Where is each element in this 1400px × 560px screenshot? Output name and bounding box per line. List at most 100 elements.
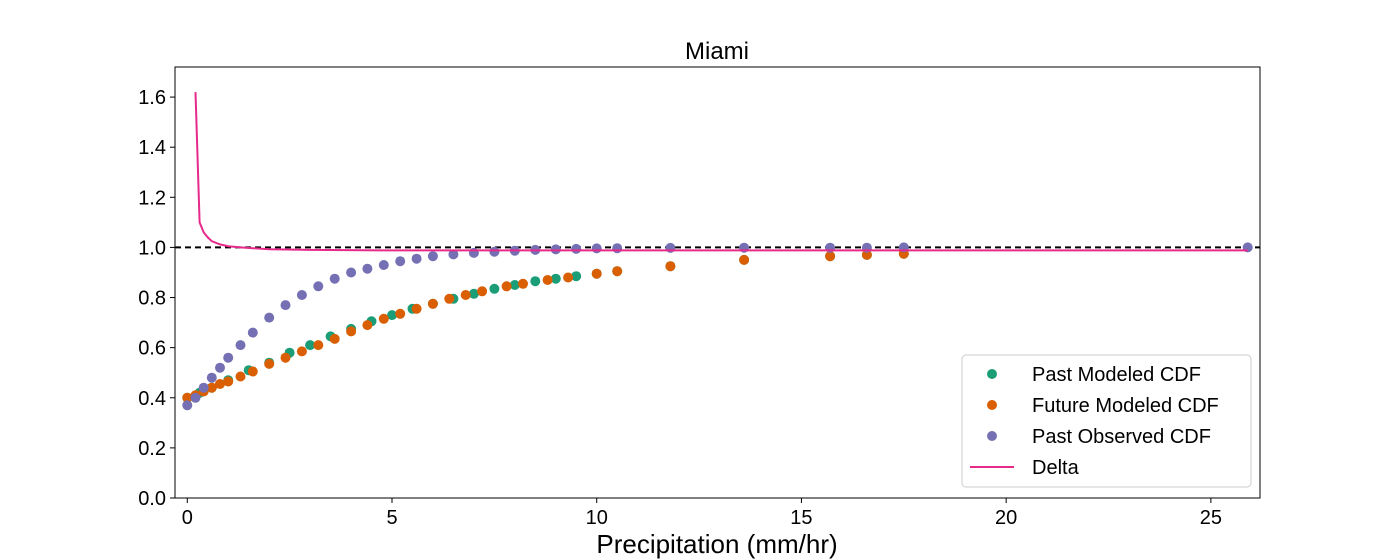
- y-tick-label: 1.6: [138, 87, 166, 109]
- legend-entry-future-modeled-cdf: Future Modeled CDF: [987, 395, 1219, 417]
- point-future-modeled-cdf: [223, 376, 234, 387]
- point-past-observed-cdf: [346, 267, 357, 278]
- point-past-observed-cdf: [215, 362, 225, 373]
- y-tick-label: 0.0: [138, 488, 166, 510]
- y-tick-label: 1.4: [138, 137, 166, 159]
- point-past-observed-cdf: [223, 352, 234, 363]
- point-past-modeled-cdf: [468, 288, 479, 299]
- point-future-modeled-cdf: [477, 286, 488, 297]
- plot-frame: [174, 66, 1261, 499]
- x-tick-label: 10: [586, 507, 608, 529]
- chart-title: Miami: [685, 38, 749, 65]
- point-past-modeled-cdf: [509, 280, 520, 290]
- point-past-observed-cdf: [591, 243, 602, 254]
- point-future-modeled-cdf: [460, 290, 471, 300]
- point-future-modeled-cdf: [313, 340, 324, 351]
- point-future-modeled-cdf: [501, 281, 512, 292]
- point-past-observed-cdf: [362, 263, 373, 274]
- point-past-observed-cdf: [206, 372, 217, 383]
- point-future-modeled-cdf: [235, 371, 246, 382]
- point-past-observed-cdf: [329, 273, 340, 284]
- legend-label: Past Modeled CDF: [1032, 364, 1201, 386]
- delta-line: [194, 92, 1248, 252]
- point-future-modeled-cdf: [542, 275, 553, 285]
- y-tick-label: 0.6: [138, 338, 166, 360]
- x-tick-label: 25: [1200, 507, 1222, 529]
- point-past-observed-cdf: [489, 246, 500, 257]
- y-tick-label: 1.2: [138, 187, 166, 209]
- series-future-modeled-cdf: [182, 248, 909, 403]
- legend-label: Delta: [1032, 457, 1080, 479]
- point-past-observed-cdf: [264, 312, 275, 323]
- x-axis-label: Precipitation (mm/hr): [596, 529, 837, 559]
- point-past-modeled-cdf: [530, 276, 541, 287]
- legend-label: Future Modeled CDF: [1032, 395, 1219, 417]
- point-past-modeled-cdf: [550, 273, 561, 284]
- y-tick-label: 0.8: [138, 288, 166, 310]
- legend: Past Modeled CDF Future Modeled CDF Past O…: [961, 354, 1252, 488]
- point-past-modeled-cdf: [571, 271, 582, 282]
- legend-entries: Past Modeled CDF Future Modeled CDF Past O…: [970, 364, 1219, 479]
- point-future-modeled-cdf: [264, 358, 275, 369]
- point-future-modeled-cdf: [346, 326, 357, 337]
- x-tick-label: 20: [995, 507, 1017, 529]
- point-future-modeled-cdf: [362, 320, 373, 331]
- point-past-observed-cdf: [182, 400, 193, 411]
- point-past-observed-cdf: [247, 327, 258, 338]
- point-future-modeled-cdf: [395, 308, 406, 319]
- point-future-modeled-cdf: [861, 249, 872, 260]
- x-tick-label: 5: [386, 507, 397, 529]
- point-past-modeled-cdf: [387, 310, 397, 321]
- legend-entry-delta: Delta: [970, 457, 1080, 479]
- x-axis: 0 5 10 15 20 25: [182, 498, 1222, 529]
- x-tick-label: 15: [790, 507, 812, 529]
- point-past-modeled-cdf: [489, 283, 500, 294]
- point-future-modeled-cdf: [665, 261, 676, 272]
- point-future-modeled-cdf: [296, 346, 307, 357]
- point-past-observed-cdf: [235, 340, 246, 351]
- point-past-observed-cdf: [190, 392, 201, 403]
- y-tick-label: 0.4: [138, 388, 166, 410]
- point-future-modeled-cdf: [329, 333, 340, 344]
- point-past-observed-cdf: [296, 290, 307, 300]
- legend-box: [961, 354, 1252, 488]
- legend-marker-swatch: [987, 369, 997, 379]
- point-past-observed-cdf: [468, 247, 479, 258]
- series-layer: [182, 92, 1253, 411]
- point-past-observed-cdf: [612, 243, 623, 254]
- point-past-modeled-cdf: [305, 340, 316, 351]
- point-past-observed-cdf: [395, 256, 406, 267]
- legend-entry-past-modeled-cdf: Past Modeled CDF: [987, 364, 1201, 386]
- x-tick-label: 0: [182, 507, 193, 529]
- point-past-observed-cdf: [313, 281, 324, 292]
- point-past-observed-cdf: [198, 382, 209, 393]
- y-axis: 0.0 0.2 0.4 0.6 0.8 1.0 1.2 1.4 1.6: [138, 87, 175, 510]
- point-future-modeled-cdf: [411, 303, 422, 314]
- point-future-modeled-cdf: [444, 293, 455, 304]
- point-past-observed-cdf: [448, 249, 459, 260]
- point-future-modeled-cdf: [206, 382, 217, 393]
- point-future-modeled-cdf: [247, 366, 258, 377]
- point-future-modeled-cdf: [739, 254, 750, 265]
- point-future-modeled-cdf: [378, 313, 389, 324]
- point-past-observed-cdf: [571, 243, 582, 254]
- point-future-modeled-cdf: [563, 272, 574, 283]
- point-past-observed-cdf: [378, 260, 389, 270]
- point-future-modeled-cdf: [518, 278, 528, 289]
- point-future-modeled-cdf: [591, 268, 602, 279]
- point-past-observed-cdf: [411, 253, 422, 264]
- point-past-observed-cdf: [427, 251, 438, 262]
- point-future-modeled-cdf: [215, 379, 225, 389]
- point-future-modeled-cdf: [182, 392, 193, 403]
- point-past-observed-cdf: [280, 300, 291, 311]
- point-future-modeled-cdf: [280, 352, 291, 363]
- point-future-modeled-cdf: [612, 266, 623, 277]
- legend-entry-past-observed-cdf: Past Observed CDF: [987, 426, 1211, 448]
- legend-marker-swatch: [987, 431, 997, 441]
- legend-marker-swatch: [987, 400, 997, 410]
- legend-label: Past Observed CDF: [1032, 426, 1211, 448]
- y-tick-label: 0.2: [138, 438, 166, 460]
- y-tick-label: 1.0: [138, 237, 166, 259]
- point-future-modeled-cdf: [427, 298, 438, 309]
